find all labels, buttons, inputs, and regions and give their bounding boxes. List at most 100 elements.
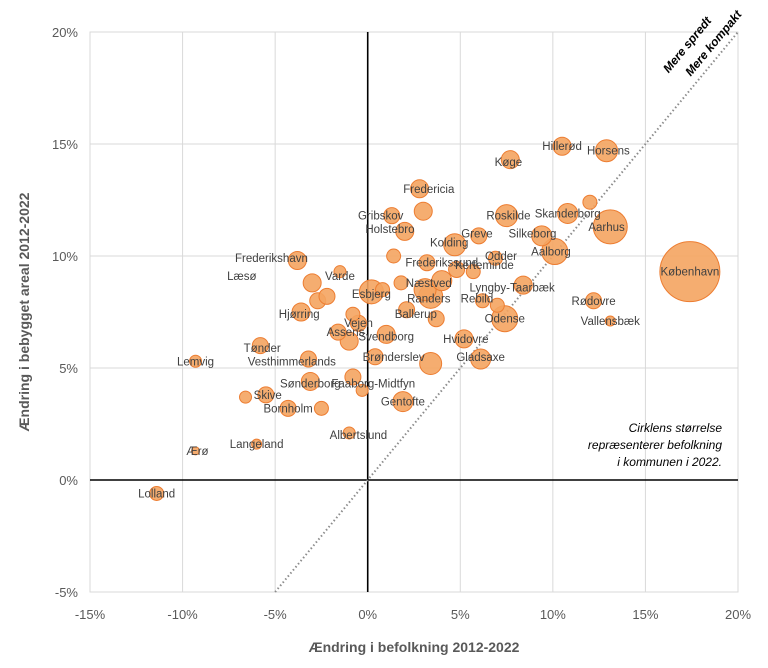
- bubble: [191, 446, 201, 456]
- bubble: [392, 391, 414, 413]
- bubble: [386, 248, 402, 264]
- point-label: Frederikshavn: [235, 253, 308, 265]
- point-label: Vejen: [344, 318, 373, 330]
- y-tick-label: 20%: [52, 25, 78, 40]
- point-label: Gribskov: [358, 211, 404, 223]
- bubble: [557, 202, 579, 224]
- bubble: [355, 383, 369, 397]
- point-label: Aarhus: [588, 222, 625, 234]
- point-label: Skive: [254, 390, 282, 402]
- bubble: [582, 194, 598, 210]
- bubble: [495, 204, 519, 228]
- y-tick-label: 15%: [52, 137, 78, 152]
- grid: [89, 31, 739, 593]
- bubble: [541, 238, 569, 266]
- bubble: [149, 485, 165, 501]
- bubble: [329, 323, 347, 341]
- bubble: [257, 386, 275, 404]
- bubble: [300, 371, 320, 391]
- bubble: [398, 301, 416, 319]
- x-tick-label: -15%: [75, 607, 106, 622]
- bubble: [189, 354, 203, 368]
- point-label: Langeland: [230, 439, 284, 451]
- point-label: Hjørring: [279, 309, 320, 321]
- bubble: [299, 350, 317, 368]
- point-label: Køge: [495, 157, 523, 169]
- bubble: [470, 227, 488, 245]
- annotation-line-2: repræsenterer befolkning: [588, 438, 722, 452]
- point-label: Fredericia: [403, 184, 455, 196]
- bubble: [431, 270, 453, 292]
- bubble: [513, 275, 533, 295]
- bubble: [418, 254, 436, 272]
- x-axis-title: Ændring i befolkning 2012-2022: [309, 639, 520, 655]
- point-label: Brønderslev: [363, 352, 425, 364]
- bubble: [592, 209, 628, 245]
- point-label: Lolland: [138, 488, 175, 500]
- point-label: Svendborg: [358, 332, 414, 344]
- bubble: [395, 221, 415, 241]
- bubble: [279, 399, 297, 417]
- bubble: [465, 264, 481, 280]
- x-tick-label: 5%: [451, 607, 470, 622]
- bubble: [239, 390, 253, 404]
- bubble: [419, 352, 443, 376]
- bubble: [454, 329, 474, 349]
- annotation-line-1: Cirklens størrelse: [629, 421, 723, 435]
- bubble: [383, 207, 401, 225]
- point-label: Rebild: [461, 294, 494, 306]
- point-label: Gentofte: [381, 397, 425, 409]
- bubble: [659, 241, 721, 303]
- x-tick-label: 15%: [632, 607, 658, 622]
- bubble: [443, 233, 467, 257]
- bubble: [344, 368, 362, 386]
- point-label: Skanderborg: [535, 208, 601, 220]
- bubble: [302, 273, 322, 293]
- bubble: [342, 426, 356, 440]
- point-label: Lemvig: [177, 356, 214, 368]
- point-label: Varde: [325, 271, 355, 283]
- bubble: [489, 297, 505, 313]
- point-labels: København Aarhus Aalborg Odense Horsens Hille…: [138, 141, 719, 500]
- point-label: Roskilde: [486, 211, 530, 223]
- point-label: Kolding: [430, 238, 468, 250]
- x-tick-label: 10%: [540, 607, 566, 622]
- bubble: [475, 293, 491, 309]
- point-label: Ballerup: [395, 309, 437, 321]
- bubble: [345, 306, 361, 322]
- point-label: Holstebro: [365, 224, 414, 236]
- point-label: Vallensbæk: [581, 316, 640, 328]
- point-label: Albertslund: [330, 430, 388, 442]
- y-tick-label: 0%: [59, 473, 78, 488]
- bubble: [413, 278, 437, 302]
- point-label: Læsø: [227, 271, 256, 283]
- point-label: Tønder: [244, 343, 281, 355]
- point-label: Esbjerg: [352, 289, 391, 301]
- point-label: Rødovre: [572, 296, 616, 308]
- bubble: [376, 324, 396, 344]
- annotation-line-3: i kommunen i 2022.: [617, 455, 722, 469]
- point-label: Lyngby-Taarbæk: [470, 282, 555, 294]
- point-label: Aalborg: [531, 247, 571, 259]
- point-label: Assens: [327, 327, 365, 339]
- point-label: Frederikssund: [405, 258, 478, 270]
- bubble: [318, 287, 336, 305]
- bubble: [448, 260, 466, 278]
- point-label: Gladsaxe: [456, 352, 505, 364]
- bubbles: [149, 136, 721, 501]
- axes: [90, 32, 738, 592]
- point-label: Kerteminde: [455, 260, 514, 272]
- bubble: [333, 265, 347, 279]
- point-label: Greve: [461, 229, 492, 241]
- point-label: Næstved: [406, 278, 452, 290]
- point-label: Hillerød: [542, 141, 582, 153]
- bubble: [393, 275, 409, 291]
- bubble: [291, 302, 311, 322]
- bubble: [552, 136, 572, 156]
- x-tick-label: -5%: [264, 607, 288, 622]
- y-tick-label: 10%: [52, 249, 78, 264]
- bubble: [413, 201, 433, 221]
- point-label: Hvidovre: [443, 334, 488, 346]
- bubble: [410, 179, 430, 199]
